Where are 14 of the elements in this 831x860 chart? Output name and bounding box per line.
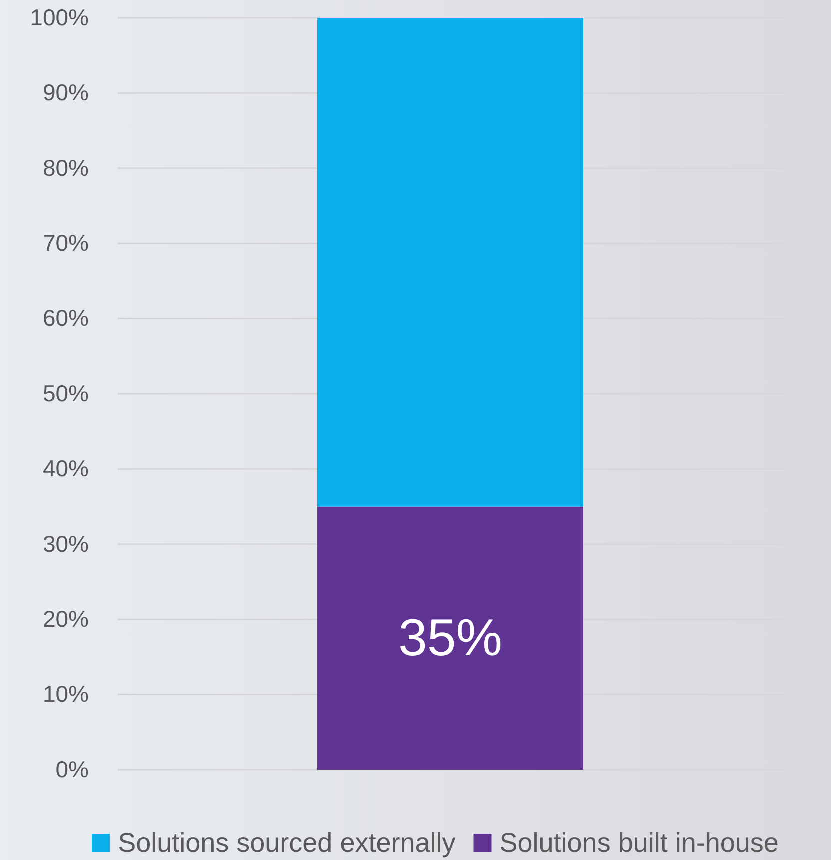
- y-tick-label: 40%: [42, 456, 89, 482]
- y-tick-label: 90%: [42, 80, 89, 106]
- y-tick-label: 100%: [30, 4, 89, 30]
- y-tick-label: 80%: [42, 154, 89, 181]
- legend-label: Solutions sourced externally: [118, 828, 456, 858]
- data-label: 35%: [398, 609, 503, 668]
- y-tick-label: 70%: [42, 230, 89, 256]
- y-tick-label: 30%: [42, 530, 89, 557]
- y-tick-label: 60%: [42, 305, 89, 332]
- y-tick-label: 0%: [56, 756, 89, 782]
- y-tick-label: 20%: [42, 606, 89, 632]
- legend-label: Solutions built in-house: [500, 828, 779, 858]
- y-tick-label: 50%: [42, 380, 89, 406]
- y-tick-label: 10%: [42, 681, 89, 708]
